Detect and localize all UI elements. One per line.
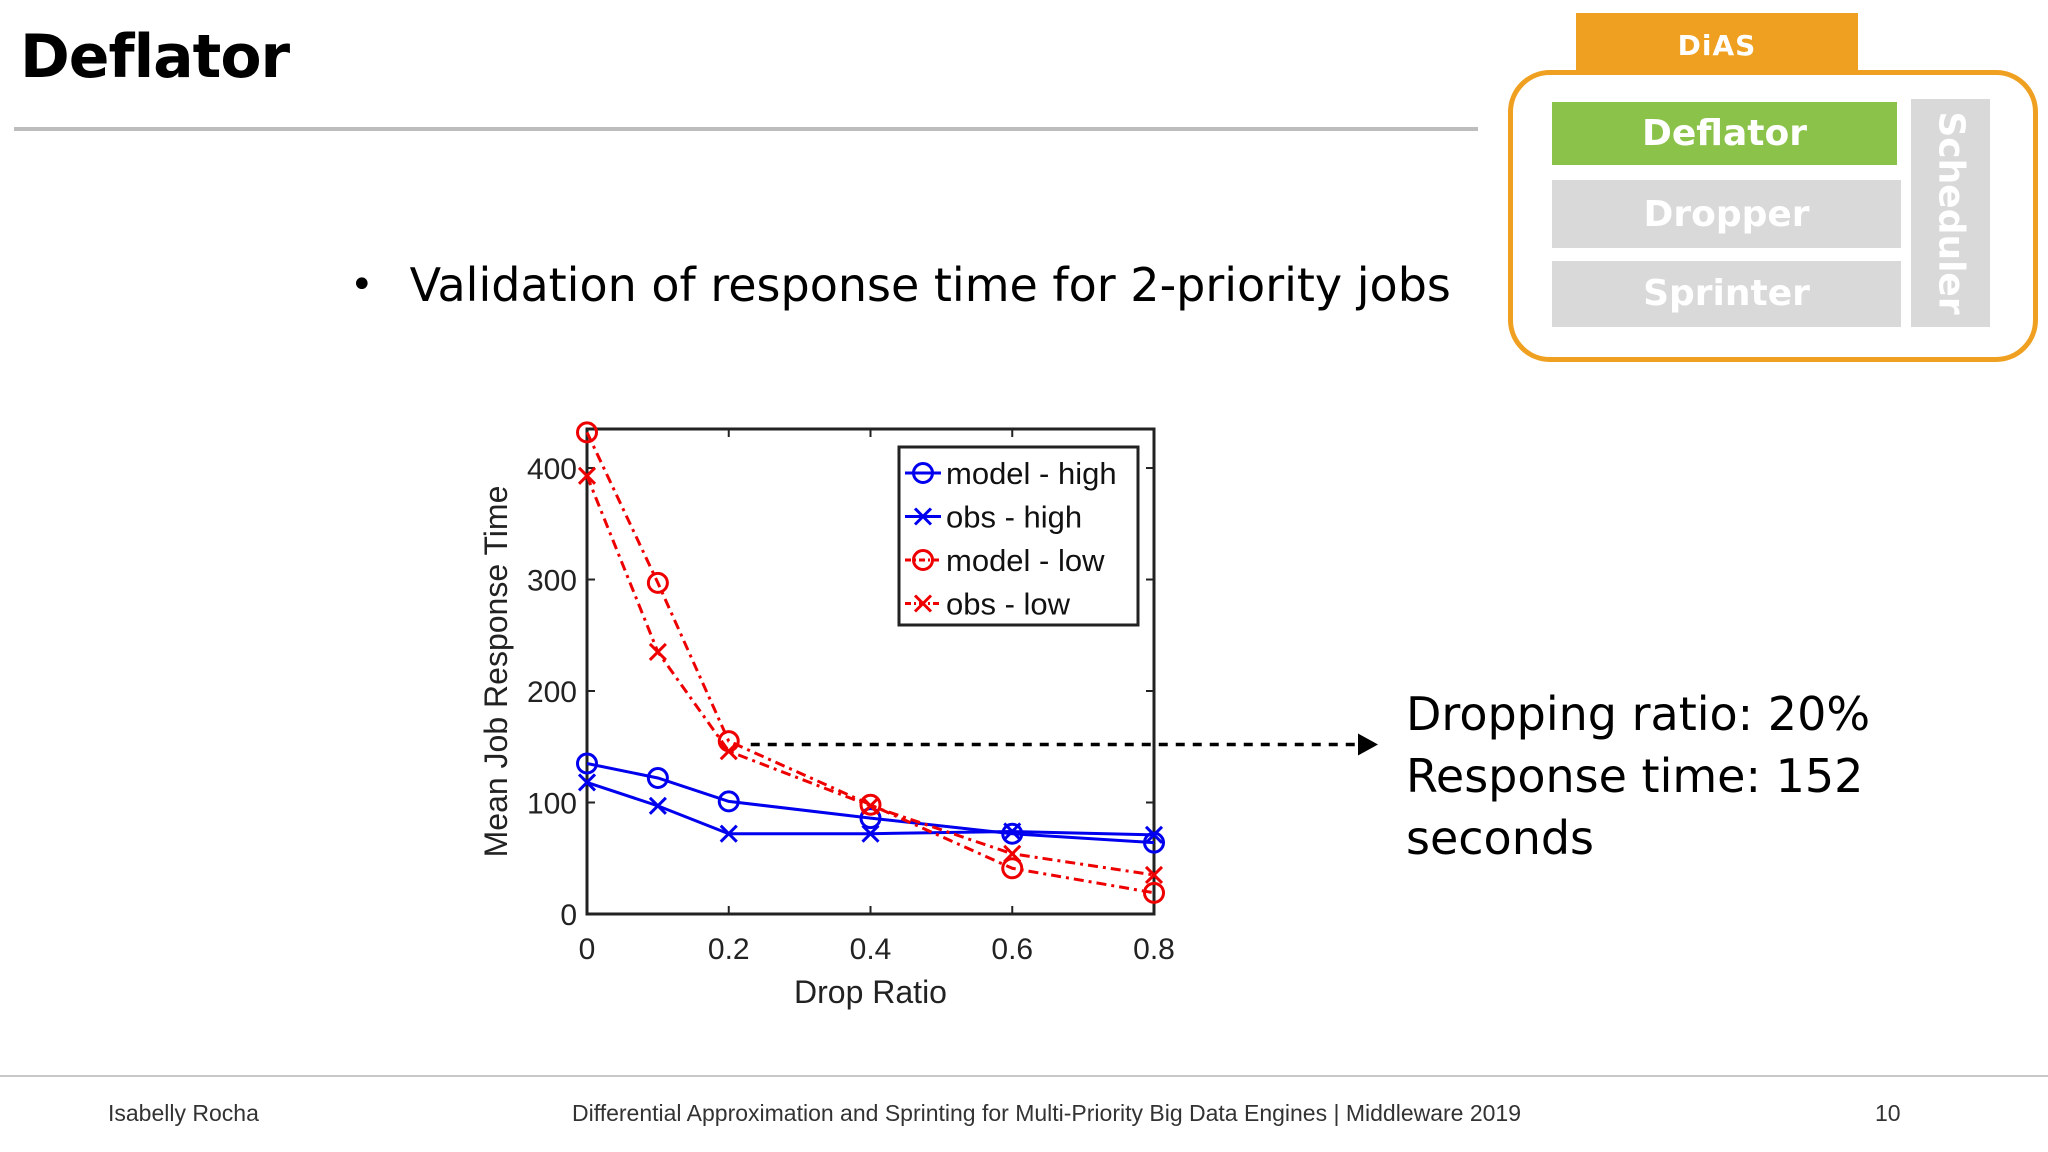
- series-0-point: [717, 790, 740, 813]
- series-1-point: [719, 824, 738, 843]
- legend-marker-0: [912, 462, 934, 484]
- legend-box: [897, 445, 1140, 627]
- series-line-0: [586, 762, 1155, 845]
- slide-title: Deflator: [20, 22, 290, 92]
- y-axis-label: Mean Job Response Time: [478, 486, 514, 858]
- y-tick-label: 100: [527, 788, 577, 821]
- series-0-point: [576, 752, 598, 775]
- footer-title: Differential Approximation and Sprinting…: [572, 1100, 1522, 1126]
- footer-author: Isabelly Rocha: [108, 1100, 259, 1126]
- series-1-point: [1003, 822, 1022, 841]
- x-tick-label: 0.2: [708, 933, 750, 966]
- footer-divider: [0, 1075, 2048, 1077]
- series-2-point: [576, 421, 598, 444]
- series-3-point: [1003, 844, 1022, 863]
- series-1-point: [1144, 825, 1164, 844]
- series-3-point: [861, 796, 880, 815]
- title-divider: [14, 127, 1478, 131]
- y-tick-label: 300: [527, 565, 577, 598]
- legend-label-3: obs - low: [946, 587, 1071, 622]
- callout-line-ratio: Dropping ratio: 20%: [1406, 687, 1871, 741]
- callout-arrow-head-icon: [1358, 733, 1378, 756]
- dias-block-sprinter: Sprinter: [1552, 261, 1901, 327]
- x-axis-label: Drop Ratio: [794, 974, 947, 1010]
- legend-label-0: model - high: [946, 456, 1117, 491]
- dias-tab: DiAS: [1576, 13, 1858, 73]
- series-line-2: [585, 431, 1155, 895]
- y-tick-label: 0: [560, 899, 577, 932]
- bullet-icon: •: [350, 262, 374, 308]
- series-1-point: [861, 824, 880, 843]
- legend-marker-2: [912, 549, 934, 571]
- series-0-point: [1001, 822, 1024, 845]
- series-3-point: [1144, 865, 1164, 885]
- legend-label-1: obs - high: [946, 500, 1082, 535]
- legend-marker-3: [913, 594, 933, 613]
- series-3-point: [648, 642, 667, 662]
- x-tick-label: 0.6: [991, 933, 1033, 966]
- legend-marker-1: [913, 507, 933, 526]
- series-2-point: [1143, 881, 1165, 904]
- y-tick-label: 400: [527, 453, 577, 486]
- dias-block-dropper: Dropper: [1552, 180, 1901, 248]
- callout-line-time: Response time: 152 seconds: [1406, 749, 1864, 865]
- footer-page-number: 10: [1875, 1100, 1901, 1126]
- x-tick-label: 0.8: [1133, 933, 1175, 966]
- series-2-point: [1001, 857, 1024, 880]
- series-0-point: [859, 807, 882, 830]
- series-line-3: [585, 475, 1155, 877]
- series-3-point: [577, 466, 597, 485]
- x-tick-label: 0.4: [850, 933, 892, 966]
- series-0-point: [646, 766, 669, 789]
- series-2-point: [859, 793, 882, 816]
- series-line-1: [586, 781, 1155, 837]
- legend-label-2: model - low: [946, 543, 1105, 578]
- series-3-point: [719, 742, 738, 761]
- bullet-item: • Validation of response time for 2-prio…: [350, 258, 1451, 312]
- series-2-point: [646, 571, 669, 594]
- callout-text: Dropping ratio: 20% Response time: 152 s…: [1406, 683, 2048, 869]
- y-tick-label: 200: [527, 676, 577, 709]
- dias-block-deflator: Deflator: [1552, 102, 1897, 165]
- series-1-point: [648, 796, 667, 815]
- bullet-text: Validation of response time for 2-priori…: [409, 258, 1451, 312]
- dias-block-scheduler: Scheduler: [1911, 99, 1990, 327]
- x-tick-label: 0: [579, 933, 596, 966]
- series-1-point: [577, 773, 597, 792]
